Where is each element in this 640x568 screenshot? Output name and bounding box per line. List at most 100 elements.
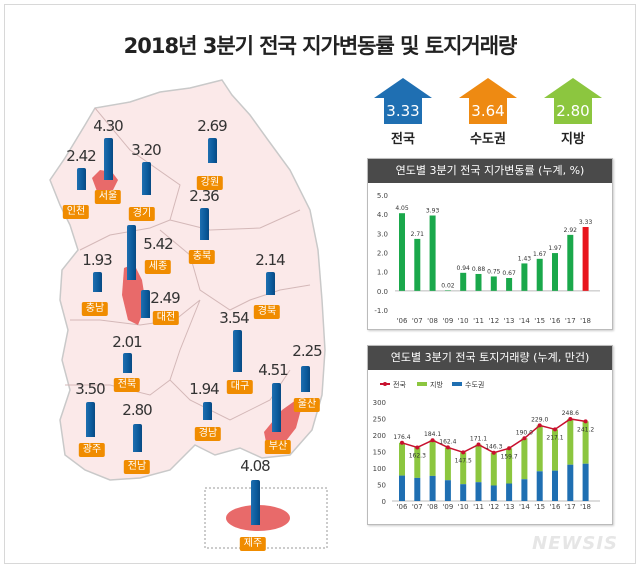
chart-title: 연도별 3분기 전국 지가변동률 (누계, %) [368,159,612,183]
bar-capital [444,480,451,501]
page-title: 2018년 3분기 전국 지가변동률 및 토지거래량 [123,34,518,58]
legend-label: 지방 [430,380,443,389]
x-tick-label: '18 [580,503,591,511]
bar-local [429,440,436,476]
total-point [430,438,435,443]
region-label: 세종 [144,260,172,274]
region-label: 경기 [128,207,156,221]
data-label: 0.67 [502,270,516,277]
region-bar [203,402,212,420]
data-label: 147.5 [455,457,472,464]
y-tick-label: 4.0 [377,211,388,219]
region-bar [77,168,86,190]
x-tick-label: '11 [473,317,484,325]
region-value: 3.20 [131,141,161,159]
bar [582,227,589,291]
region-bar [104,138,113,180]
data-label: 2.92 [564,227,578,234]
region-value: 1.93 [82,251,112,269]
data-label: 3.33 [579,219,593,226]
bar-capital [475,482,482,501]
bar-capital [414,477,421,501]
x-tick-label: '09 [442,317,453,325]
x-tick-label: '10 [458,317,469,325]
house-icon [544,78,602,124]
bar [536,258,543,291]
bar-local [536,425,543,472]
y-tick-label: 300 [373,399,386,407]
y-tick-label: 0.0 [377,288,388,296]
x-tick-label: '13 [504,317,515,325]
total-point [476,442,481,447]
total-point [445,445,450,450]
y-tick-label: 1.0 [377,269,388,277]
bar-local [521,438,528,480]
bar-capital [567,464,574,501]
bar [521,263,528,291]
region-value: 2.25 [292,342,322,360]
total-point [568,416,573,421]
summary-house-1: 3.64 수도권 [457,76,519,147]
data-label: 162.4 [439,438,456,445]
x-tick-label: '17 [565,317,576,325]
x-tick-label: '08 [427,503,438,511]
x-tick-label: '17 [565,503,576,511]
x-tick-label: '06 [397,503,408,511]
x-tick-label: '18 [580,317,591,325]
data-label: 2.71 [411,231,425,238]
data-label: 159.7 [501,453,518,460]
x-tick-label: '11 [473,503,484,511]
x-tick-label: '09 [442,503,453,511]
bar [567,234,574,291]
x-tick-label: '15 [534,503,545,511]
x-tick-label: '16 [550,317,561,325]
bar [506,277,513,291]
region-value: 2.14 [255,251,285,269]
region-value: 1.94 [189,380,219,398]
x-tick-label: '12 [488,317,499,325]
data-label: 0.94 [457,265,471,272]
region-value: 2.36 [189,187,219,205]
region-label: 울산 [293,398,321,412]
total-point [415,445,420,450]
y-tick-label: 200 [373,432,386,440]
bar-capital [460,484,467,501]
region-value: 3.54 [219,309,249,327]
data-label: 176.4 [393,434,410,441]
region-label: 인천 [62,205,90,219]
summary-value: 3.33 [386,102,420,120]
bar-local [506,448,513,484]
data-label: 248.6 [562,410,579,417]
total-point [491,450,496,455]
data-label: 1.43 [518,255,532,262]
total-point [507,446,512,451]
summary-name: 수도권 [470,132,506,147]
region-bar [93,272,102,292]
bar [444,290,451,291]
data-label: 146.3 [485,444,502,451]
region-label: 부산 [264,440,292,454]
bar-local [582,421,589,464]
legend-marker [383,382,387,386]
jeju-box [204,487,328,549]
region-bar [208,138,217,163]
bar [399,213,405,291]
data-label: 217.1 [546,434,563,441]
total-point [400,440,404,445]
region-label: 대전 [152,311,180,325]
bar [429,215,436,291]
data-label: 162.3 [409,452,426,459]
x-tick-label: '10 [458,503,469,511]
x-tick-label: '15 [534,317,545,325]
busan-shape [264,400,303,446]
legend-swatch [417,382,427,386]
region-value: 4.51 [258,361,288,379]
x-tick-label: '14 [519,317,530,325]
region-bar [133,424,142,452]
region-bar [142,162,151,195]
bar [552,253,558,291]
region-value: 2.49 [150,289,180,307]
total-point [537,423,542,428]
region-value: 2.80 [122,401,152,419]
